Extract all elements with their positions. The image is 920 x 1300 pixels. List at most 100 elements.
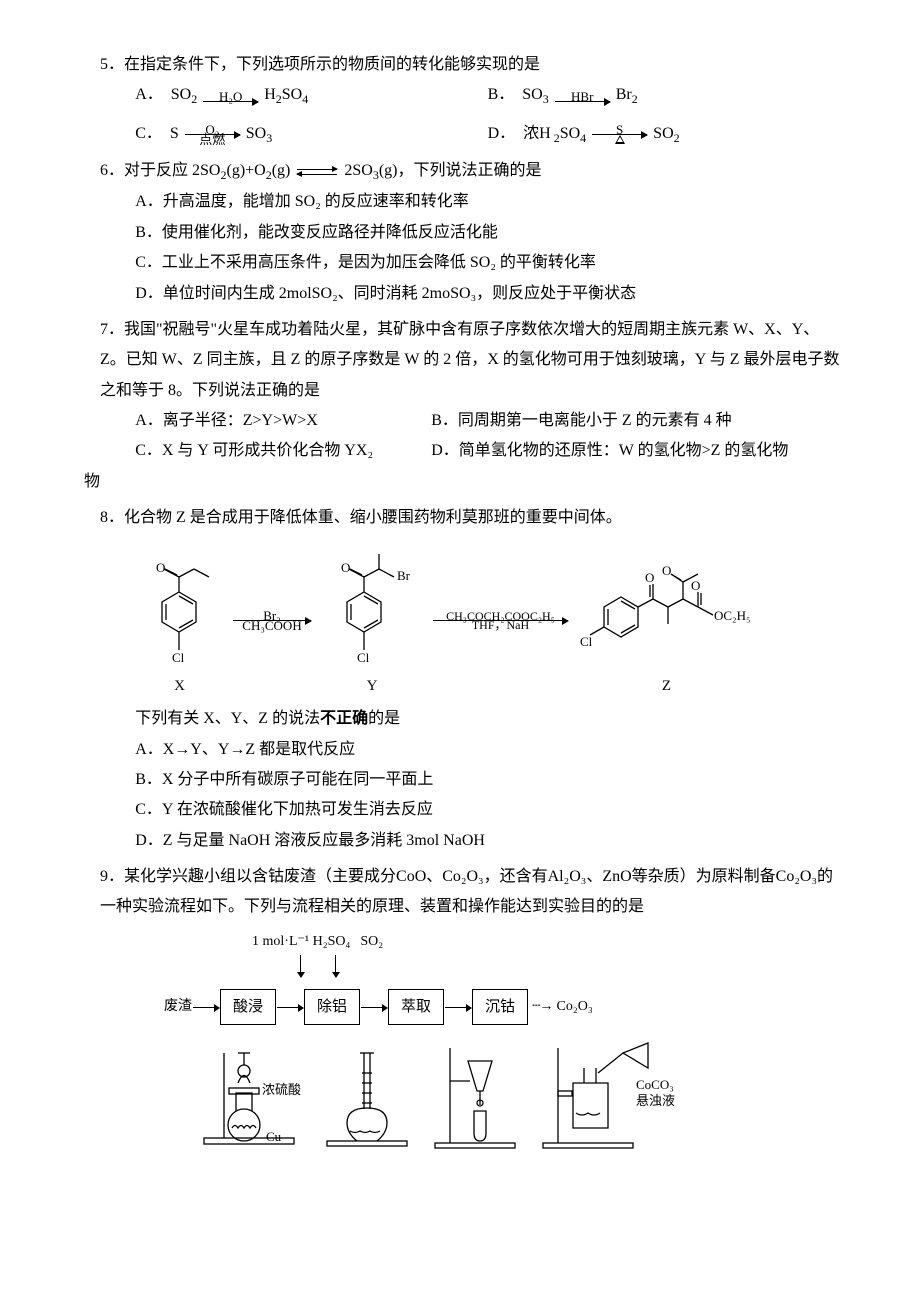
q7-stem-text: 我国"祝融号"火星车成功着陆火星，其矿脉中含有原子序数依次增大的短周期主族元素 … [100,321,840,399]
q5-b-left: SO [522,86,542,103]
right-arrow-icon [193,1007,219,1008]
q6-sd: 2SO [344,162,372,179]
q6-sa: 对于反应 2SO [124,162,220,179]
q5-d-l2s: 4 [580,132,586,146]
reaction-arrow-1-icon: Br₂ CH₃COOH [233,609,311,632]
q5-d-label: D． [488,125,516,142]
q8-num: 8． [100,509,124,526]
q6-stem: 6．对于反应 2SO2(g)+O2(g) 2SO3(g)，下列说法正确的是 [100,156,840,187]
flow-box-3: 萃取 [388,989,444,1026]
q5-options: A． SO2 H₂O H2SO4 B． SO3 HBr Br2 C． [100,80,840,150]
q5-a-lsub: 2 [191,93,197,107]
flow-box-4: 沉钴 [472,989,528,1026]
svg-text:Cl: Cl [357,650,370,665]
q5-d-l1: 浓H [523,125,551,142]
q5-stem-text: 在指定条件下，下列选项所示的物质间的转化能够实现的是 [124,56,540,73]
svg-text:O: O [341,560,350,575]
svg-text:O: O [156,560,165,575]
flow-input-1: 1 mol·L⁻¹ H₂SO₄ [252,929,350,956]
q5-num: 5． [100,56,124,73]
svg-text:O: O [645,570,654,585]
q8-substem: 下列有关 X、Y、Z 的说法不正确的是 [100,704,840,734]
q5-b-r: Br [616,86,632,103]
q5-c-rs: 3 [266,132,272,146]
arrow-icon: H₂O [203,90,258,102]
q5-opt-a: A． SO2 H₂O H2SO4 [135,80,487,111]
down-arrow-icon [335,955,336,977]
q7-opt-d: D．简单氢化物的还原性：W 的氢化物>Z 的氢化物 [431,436,840,466]
q6-sc: (g) [272,162,291,179]
q5-b-label: B． [488,86,515,103]
svg-text:O: O [691,578,700,593]
q5-c-label: C． [135,125,162,142]
q6-opt-b: B．使用催化剂，能改变反应路径并降低反应活化能 [135,218,840,248]
q8-stem: 8．化合物 Z 是合成用于降低体重、缩小腰围药物利莫那班的重要中间体。 [100,503,840,533]
q8-sub-a: 下列有关 X、Y、Z 的说法 [135,710,320,727]
q6-opt-a: A．升高温度，能增加 SO₂ 的反应速率和转化率 [135,187,840,217]
flow-dots: ┄→ [532,994,552,1021]
q6-num: 6． [100,162,124,179]
question-7: 7．我国"祝融号"火星车成功着陆火星，其矿脉中含有原子序数依次增大的短周期主族元… [100,315,840,497]
label-y: Y [317,672,427,701]
q5-opt-c: C． S O₂ 点燃 SO3 [135,119,487,150]
q8-stem-text: 化合物 Z 是合成用于降低体重、缩小腰围药物利莫那班的重要中间体。 [124,509,622,526]
right-arrow-icon [277,1007,303,1008]
q5-opt-d: D． 浓H 2SO4 S SO2 [488,119,840,150]
apparatus-row: 浓硫酸 Cu [194,1033,840,1153]
q5-opt-b: B． SO3 HBr Br2 [488,80,840,111]
svg-text:O: O [662,563,671,578]
equilibrium-arrow-icon [297,165,337,179]
apparatus-4-icon: CoCO₃ 悬浊液 [538,1033,678,1153]
svg-text:Br: Br [397,568,411,583]
q7-options: A．离子半径：Z>Y>W>X B．同周期第一电离能小于 Z 的元素有 4 种 C… [100,406,840,467]
q5-stem: 5．在指定条件下，下列选项所示的物质间的转化能够实现的是 [100,50,840,80]
right-arrow-icon [445,1007,471,1008]
apparatus-1-icon: 浓硫酸 Cu [194,1033,304,1153]
q8-opt-b: B．X 分子中所有碳原子可能在同一平面上 [135,765,840,795]
q9-stem: 9．某化学兴趣小组以含钴废渣（主要成分CoO、Co₂O₃，还含有Al₂O₃、Zn… [100,862,840,923]
svg-text:Cl: Cl [172,650,185,665]
q8-scheme: O Cl X Br₂ CH₃COOH O [100,542,840,701]
down-arrow-icon [300,955,301,977]
q8-opt-c: C．Y 在浓硫酸催化下加热可发生消去反应 [135,795,840,825]
q5-a-label: A． [135,86,163,103]
q6-opt-c: C．工业上不采用高压条件，是因为加压会降低 SO₂ 的平衡转化率 [135,248,840,278]
q6-se: (g)，下列说法正确的是 [379,162,542,179]
flow-input-2: SO₂ [360,929,383,956]
flow-box-1: 酸浸 [220,989,276,1026]
arrow-icon: O₂ 点燃 [185,123,240,146]
right-arrow-icon [361,1007,387,1008]
structure-z-icon: Cl O O O OC₂H₅ Z [574,542,759,701]
q5-d-l1s: 2 [551,132,560,146]
q7-tail: 物 [84,467,840,497]
q7-opt-c: C．X 与 Y 可形成共价化合物 YX₂ [135,436,431,466]
q5-a-r2: SO [282,86,302,103]
flow-end: Co₂O₃ [557,994,593,1021]
q5-c-left: S [170,125,179,142]
q5-a-r1: H [264,86,276,103]
q7-opt-b: B．同周期第一电离能小于 Z 的元素有 4 种 [431,406,840,436]
q8-opt-d: D．Z 与足量 NaOH 溶液反应最多消耗 3mol NaOH [135,826,840,856]
question-5: 5．在指定条件下，下列选项所示的物质间的转化能够实现的是 A． SO2 H₂O … [100,50,840,150]
q9-num: 9． [100,868,124,885]
question-6: 6．对于反应 2SO2(g)+O2(g) 2SO3(g)，下列说法正确的是 A．… [100,156,840,309]
arrow-icon: S [592,123,647,146]
q5-c-r: SO [246,125,266,142]
q6-options: A．升高温度，能增加 SO₂ 的反应速率和转化率 B．使用催化剂，能改变反应路径… [100,187,840,309]
app1-label-a: 浓硫酸 [262,1078,301,1103]
q8-sub-c: 的是 [368,710,400,727]
structure-x-icon: O Cl X [132,542,227,701]
reaction-arrow-2-icon: CH₃COCH₂COOC₂H₅ THF，NaH [433,610,568,631]
q8-sub-b: 不正确 [320,710,368,727]
app1-label-b: Cu [266,1125,281,1150]
flow-box-2: 除铝 [304,989,360,1026]
q5-a-r2s: 4 [302,93,308,107]
svg-text:Cl: Cl [580,634,593,649]
flow-start: 废渣 [164,994,192,1021]
svg-text:OC₂H₅: OC₂H₅ [714,608,751,623]
q8-opt-a: A．X→Y、Y→Z 都是取代反应 [135,735,840,765]
question-9: 9．某化学兴趣小组以含钴废渣（主要成分CoO、Co₂O₃，还含有Al₂O₃、Zn… [100,862,840,1153]
apparatus-2-icon [322,1033,412,1153]
q7-num: 7． [100,321,124,338]
q7-stem: 7．我国"祝融号"火星车成功着陆火星，其矿脉中含有原子序数依次增大的短周期主族元… [100,315,840,406]
